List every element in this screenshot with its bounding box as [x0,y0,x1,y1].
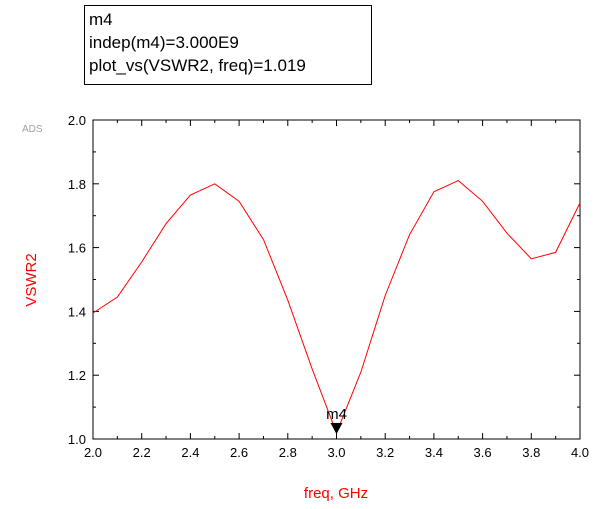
x-tick-label: 3.4 [425,445,443,460]
vswr2-trace [92,180,581,435]
y-tick-label: 1.6 [68,241,86,256]
marker-label: m4 [326,406,347,423]
marker-name: m4 [89,10,113,29]
x-tick-label: 2.2 [133,445,151,460]
ads-watermark: ADS [22,124,43,135]
plot-frame [92,119,581,440]
x-tick-label: 2.6 [230,445,248,460]
x-tick-label: 3.0 [327,445,345,460]
x-tick-label: 4.0 [571,445,589,460]
y-tick-label: 1.4 [68,304,86,319]
y-tick-label: 1.2 [68,368,86,383]
x-tick-label: 2.8 [279,445,297,460]
x-tick-label: 3.6 [474,445,492,460]
marker-readout-box: m4 indep(m4)=3.000E9 plot_vs(VSWR2, freq… [84,5,372,85]
x-axis-title: freq, GHz [304,485,368,502]
y-tick-label: 1.8 [68,177,86,192]
x-tick-label: 3.8 [522,445,540,460]
x-tick-label: 2.4 [181,445,199,460]
marker-indep-value: indep(m4)=3.000E9 [89,33,239,52]
x-tick-label: 3.2 [376,445,394,460]
y-tick-label: 1.0 [68,432,86,447]
marker-dep-value: plot_vs(VSWR2, freq)=1.019 [89,56,306,75]
y-tick-labels: 1.0 1.2 1.4 1.6 1.8 2.0 [68,113,86,447]
x-tick-labels: 2.0 2.2 2.4 2.6 2.8 3.0 3.2 3.4 3.6 3.8 4.0 [84,445,589,460]
y-axis-title: VSWR2 [23,253,40,306]
marker-triangle-icon[interactable] [330,422,343,434]
axis-ticks [92,119,581,440]
y-tick-label: 2.0 [68,113,86,128]
x-tick-label: 2.0 [84,445,102,460]
